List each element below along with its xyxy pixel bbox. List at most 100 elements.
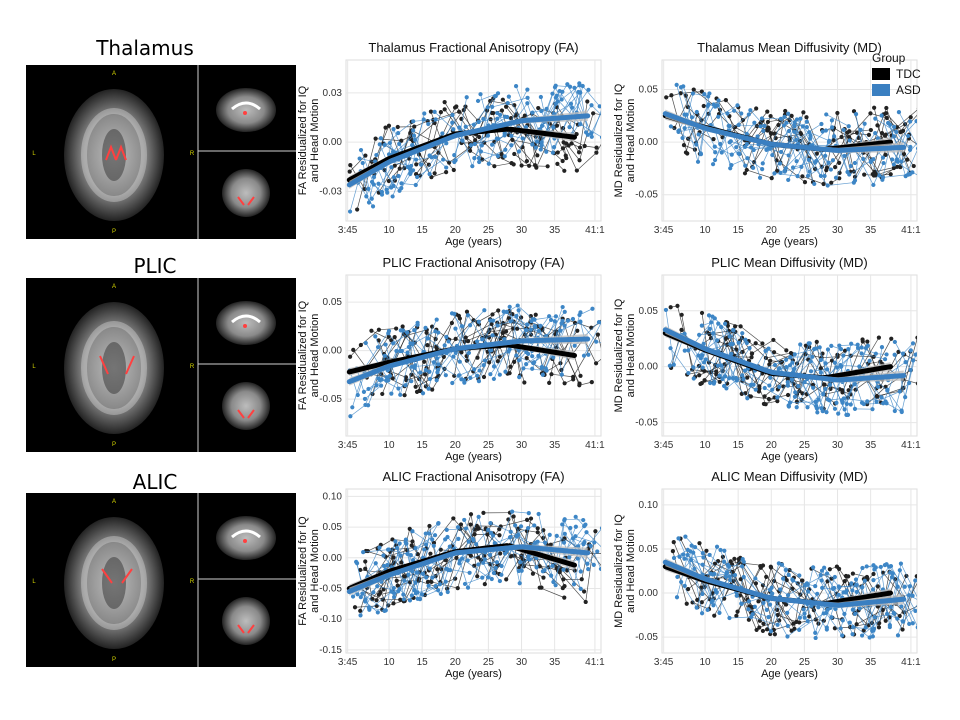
data-point	[870, 634, 875, 639]
subject-trajectory	[826, 114, 849, 127]
data-point	[865, 399, 870, 404]
data-point	[533, 312, 538, 317]
data-point	[496, 136, 501, 141]
data-point	[867, 635, 872, 640]
data-point	[530, 110, 535, 115]
data-point	[585, 99, 590, 104]
data-point	[374, 152, 379, 158]
data-point	[802, 379, 807, 385]
x-tick-label: 25	[799, 225, 811, 236]
data-point	[583, 599, 588, 605]
data-point	[861, 401, 866, 407]
data-point	[865, 343, 870, 348]
subject-trajectory	[446, 528, 466, 531]
y-tick-label: 0.05	[639, 544, 659, 555]
data-point	[760, 341, 765, 346]
data-point	[715, 103, 720, 108]
data-point	[560, 522, 565, 527]
data-point	[785, 380, 790, 385]
subject-trajectory	[870, 161, 880, 176]
data-point	[423, 531, 428, 536]
data-point	[910, 621, 915, 626]
data-point	[910, 593, 915, 598]
data-point	[682, 348, 687, 353]
subject-trajectory	[826, 348, 863, 403]
data-point	[679, 312, 684, 317]
data-point	[711, 137, 716, 142]
data-point	[786, 177, 791, 183]
y-tick-label: 0.00	[639, 137, 659, 148]
data-point	[876, 335, 881, 340]
subject-trajectory	[687, 106, 702, 121]
data-point	[479, 143, 484, 148]
data-point	[373, 561, 378, 566]
data-point	[403, 537, 409, 542]
data-point	[438, 547, 443, 552]
data-point	[449, 311, 455, 316]
data-point	[832, 406, 838, 411]
subject-trajectory	[728, 114, 750, 132]
data-point	[515, 326, 520, 331]
data-point	[698, 381, 703, 387]
data-point	[348, 163, 353, 168]
data-point	[391, 555, 396, 560]
data-point	[833, 175, 839, 180]
data-point	[846, 124, 851, 129]
data-point	[517, 375, 522, 380]
data-point	[700, 562, 705, 567]
data-point	[524, 350, 529, 355]
data-point	[377, 142, 382, 147]
x-tick-label: 20	[766, 225, 778, 236]
y-axis-label: FA Residualized for IQand Head Motion	[297, 85, 321, 195]
data-point	[441, 157, 446, 162]
data-point	[411, 119, 416, 124]
data-point	[361, 389, 367, 394]
x-tick-label: 25	[483, 440, 495, 451]
data-point	[409, 364, 414, 369]
data-point	[740, 331, 745, 336]
data-point	[542, 568, 547, 573]
data-point	[459, 324, 465, 329]
data-point	[783, 166, 788, 171]
subject-trajectory	[491, 102, 542, 146]
subject-trajectory	[464, 375, 478, 383]
data-point	[841, 127, 846, 133]
data-point	[491, 570, 496, 576]
data-point	[524, 355, 529, 361]
data-point	[485, 105, 490, 110]
data-point	[908, 348, 913, 353]
data-point	[691, 87, 696, 92]
data-point	[744, 167, 749, 173]
data-point	[837, 160, 842, 165]
subject-trajectory	[532, 353, 546, 364]
data-point	[927, 589, 931, 593]
coronal-slice	[222, 597, 270, 645]
data-point	[420, 391, 426, 396]
data-point	[495, 153, 501, 159]
data-point	[524, 362, 529, 367]
data-point	[348, 354, 353, 359]
orientation-label-left: L	[32, 364, 36, 370]
data-point	[767, 383, 772, 388]
data-point	[742, 171, 748, 176]
subject-trajectory	[799, 341, 843, 395]
data-point	[369, 179, 375, 185]
data-point	[723, 321, 728, 326]
data-point	[409, 379, 414, 384]
subject-trajectory	[502, 99, 516, 116]
data-point	[351, 347, 356, 352]
data-point	[362, 396, 368, 402]
data-point	[792, 394, 798, 399]
data-point	[365, 548, 370, 554]
data-point	[508, 364, 513, 369]
data-point	[731, 328, 736, 333]
data-point	[729, 163, 734, 168]
data-point	[348, 414, 353, 419]
y-axis-label: FA Residualized for IQand Head Motion	[297, 516, 321, 626]
data-point	[357, 156, 362, 161]
subject-trajectory	[388, 122, 453, 175]
data-point	[524, 124, 529, 130]
data-point	[860, 339, 865, 344]
data-point	[581, 517, 586, 523]
data-point	[561, 567, 566, 572]
